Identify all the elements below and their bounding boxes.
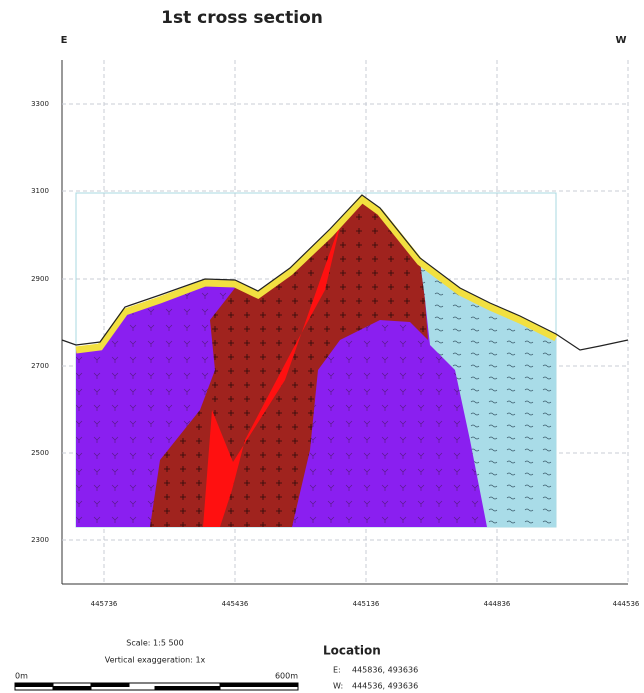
x-tick-label: 445436 [222,600,249,608]
direction-right: W [615,35,626,46]
scale-start: 0m [15,672,28,681]
x-tick-label: 445736 [91,600,118,608]
y-tick-label: 3300 [31,100,49,108]
location-label: W: [333,682,343,691]
location-title: Location [323,644,381,658]
y-tick-label: 2500 [31,449,49,457]
scale-end: 600m [275,672,298,681]
y-tick-label: 2900 [31,275,49,283]
location-label: E: [333,666,341,675]
x-tick-label: 444536 [613,600,640,608]
direction-left: E [61,35,68,46]
scale-exaggeration: Vertical exaggeration: 1x [105,656,206,665]
location-value: 444536, 493636 [352,682,418,691]
x-tick-label: 445136 [353,600,380,608]
scale-ratio: Scale: 1:5 500 [126,639,183,648]
y-tick-label: 2700 [31,362,49,370]
title: 1st cross section [161,8,323,28]
location-value: 445836, 493636 [352,666,418,675]
geology [62,193,628,527]
scale-bar [15,683,298,690]
y-tick-label: 2300 [31,536,49,544]
y-tick-label: 3100 [31,187,49,195]
x-tick-label: 444836 [484,600,511,608]
cross-section-view: 1st cross section E W 3300 3100 2900 270… [0,0,644,693]
